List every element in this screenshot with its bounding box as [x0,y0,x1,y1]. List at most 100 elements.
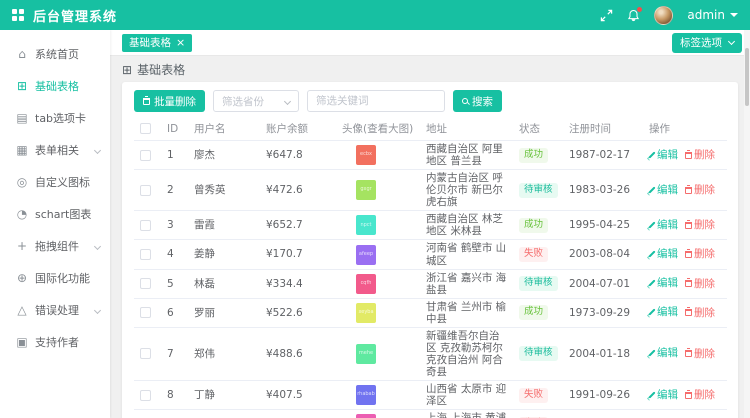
edit-button[interactable]: 编辑 [648,277,678,289]
status-badge: 待审核 [519,276,558,292]
province-select[interactable]: 筛选省份 [213,90,299,112]
edit-button[interactable]: 编辑 [648,306,678,318]
avatar-image[interactable]: wqybk [356,414,376,418]
edit-button[interactable]: 编辑 [648,219,678,231]
cell-username: 曾秀英 [188,169,260,212]
avatar-image[interactable]: xeyba [356,302,376,323]
scrollbar[interactable] [744,30,750,418]
avatar-image[interactable]: cqfh [356,273,376,294]
status-badge: 待审核 [519,182,558,198]
sidebar-item-drag[interactable]: + 拖拽组件 [0,230,110,262]
sidebar-item-label: 基础表格 [35,80,79,93]
table-row: 7 郑伟 ¥488.6 mehe 新疆维吾尔自治区 克孜勒苏柯尔克孜自治州 阿合奇县 待审… [134,327,727,382]
avatar-image[interactable]: npct [356,215,376,236]
cell-id: 8 [161,380,188,411]
sidebar-item-home[interactable]: ⌂ 系统首页 [0,38,110,70]
edit-button[interactable]: 编辑 [648,347,678,359]
row-checkbox[interactable] [140,348,151,360]
table-row: 1 廖杰 ¥647.8 ecbx 西藏自治区 阿里地区 普兰县 成功 1987-02-17 编… [134,140,727,171]
cell-id: 4 [161,239,188,270]
row-checkbox[interactable] [140,149,151,161]
column-header: 用户名 [188,117,260,141]
cell-id: 7 [161,327,188,382]
cell-register-date: 1983-03-26 [563,169,643,212]
delete-button[interactable]: 删除 [685,184,715,196]
cell-address: 山西省 太原市 迎泽区 [420,380,513,411]
sidebar-item-schart[interactable]: ◔ schart图表 [0,198,110,230]
cell-username: 潘霞 [188,409,260,418]
sidebar-item-label: 表单相关 [35,144,79,157]
sidebar-item-label: 支持作者 [35,336,79,349]
column-header: 账户余额 [260,117,336,141]
cell-register-date: 2004-01-18 [563,327,643,382]
cell-register-date: 2011-05-16 [563,409,643,418]
avatar-image[interactable]: rhabab [356,385,376,406]
avatar-image[interactable]: mehe [356,343,376,364]
edit-button[interactable]: 编辑 [648,248,678,260]
delete-button[interactable]: 删除 [685,348,715,360]
sidebar-item-error[interactable]: △ 错误处理 [0,294,110,326]
sidebar-item-custom-icon[interactable]: ◎ 自定义图标 [0,166,110,198]
cell-register-date: 2004-07-01 [563,269,643,299]
tag-options-button[interactable]: 标签选项 [672,32,742,53]
cell-balance: ¥407.5 [260,380,336,411]
cell-register-date: 1973-09-29 [563,298,643,328]
trash-icon [685,278,692,288]
keyword-input[interactable] [307,90,445,112]
sidebar-item-tabs[interactable]: ▤ tab选项卡 [0,102,110,134]
bell-icon[interactable] [627,6,643,22]
sidebar-item-label: 错误处理 [35,304,79,317]
fullscreen-icon[interactable] [600,9,613,22]
delete-button[interactable]: 删除 [685,307,715,319]
sidebar-item-donate[interactable]: ▣ 支持作者 [0,326,110,358]
delete-button[interactable]: 删除 [685,389,715,401]
sidebar-item-basic-table[interactable]: ⊞ 基础表格 [0,70,110,102]
avatar-image[interactable]: afeep [356,244,376,265]
delete-button[interactable]: 删除 [685,149,715,161]
chevron-down-icon [93,242,102,250]
cell-address: 西藏自治区 阿里地区 普兰县 [420,140,513,171]
cell-username: 林磊 [188,269,260,299]
app-grid-icon [12,9,24,21]
cell-address: 甘肃省 兰州市 榆中县 [420,298,513,328]
row-checkbox[interactable] [140,219,151,231]
edit-button[interactable]: 编辑 [648,184,678,196]
cell-address: 浙江省 嘉兴市 海盐县 [420,269,513,299]
sidebar-item-forms[interactable]: ▦ 表单相关 [0,134,110,166]
delete-button[interactable]: 删除 [685,278,715,290]
row-checkbox[interactable] [140,307,151,319]
column-header: ID [161,117,188,141]
tabbar: 基础表格 × 标签选项 [110,30,750,56]
row-checkbox[interactable] [140,248,151,260]
edit-button[interactable]: 编辑 [648,389,678,401]
tab-label: 基础表格 [129,37,171,49]
cell-balance: ¥652.7 [260,210,336,241]
cell-id: 1 [161,140,188,171]
error-icon: △ [17,303,27,317]
column-header: 地址 [420,117,513,141]
scrollbar-thumb[interactable] [745,48,749,106]
select-all-checkbox[interactable] [140,123,151,134]
pencil-icon [648,391,656,399]
delete-button[interactable]: 删除 [685,248,715,260]
user-menu[interactable]: admin [687,8,738,22]
batch-delete-button[interactable]: 批量删除 [134,90,205,112]
home-icon: ⌂ [18,47,26,61]
row-checkbox[interactable] [140,278,151,290]
close-icon[interactable]: × [176,36,186,49]
avatar-image[interactable]: gxgr [356,180,376,201]
column-header: 注册时间 [563,117,643,141]
tab-basic-table[interactable]: 基础表格 × [122,33,193,52]
pencil-icon [648,186,656,194]
row-checkbox[interactable] [140,184,151,196]
table-row: 5 林磊 ¥334.4 cqfh 浙江省 嘉兴市 海盐县 待审核 2004-07-01 编辑删… [134,269,727,299]
delete-button[interactable]: 删除 [685,219,715,231]
edit-button[interactable]: 编辑 [648,149,678,161]
column-header: 头像(查看大图) [336,117,420,141]
search-button[interactable]: 搜索 [453,90,502,112]
row-checkbox[interactable] [140,389,151,401]
avatar-image[interactable]: ecbx [356,145,376,166]
sidebar-item-i18n[interactable]: ⊕ 国际化功能 [0,262,110,294]
user-avatar[interactable] [654,5,674,25]
